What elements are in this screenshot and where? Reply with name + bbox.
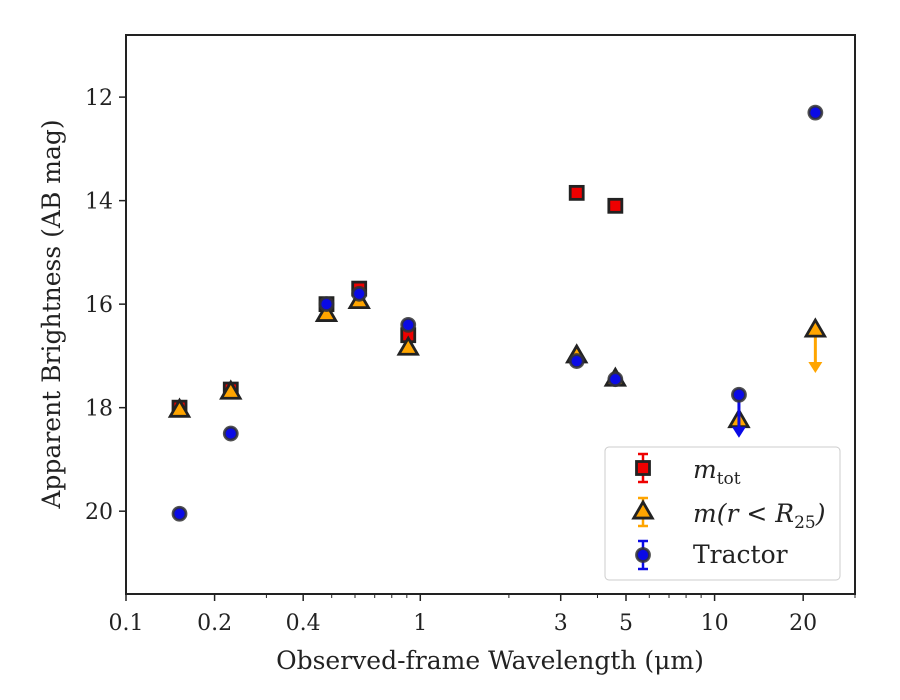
series-tractor: [171, 104, 824, 522]
x-tick-label-6: 10: [701, 611, 729, 636]
legend-mr25-marker: [631, 499, 655, 520]
legend-entry-mr25: m(r < R25): [693, 499, 825, 533]
legend-mtot-marker: [635, 460, 651, 476]
mr25-point-8: [803, 317, 828, 338]
x-tick-label-0: 0.1: [109, 611, 144, 636]
tractor-point-3: [351, 285, 368, 302]
y-axis-ticks: 12 14 16 18 20: [85, 86, 126, 525]
tractor-point-2: [318, 296, 335, 313]
series-mtot: [171, 184, 624, 416]
legend-entry-mtot: mtot: [693, 455, 741, 489]
tractor-point-1: [222, 425, 239, 442]
x-tick-label-1: 0.2: [197, 611, 232, 636]
legend-mtot-sub: tot: [717, 469, 741, 489]
mtot-point-6: [607, 197, 624, 214]
legend-mr25-sub: 25: [794, 513, 816, 533]
y-tick-label-1: 14: [85, 190, 113, 215]
y-tick-label-4: 20: [85, 500, 113, 525]
x-tick-label-2: 0.4: [286, 611, 321, 636]
tractor-point-5: [568, 353, 585, 369]
legend-mtot-label: m: [693, 455, 717, 484]
x-tick-label-5: 5: [619, 611, 633, 636]
mr25-limit-arrow-8-head: [808, 362, 823, 374]
x-tick-label-7: 20: [789, 611, 817, 636]
legend-mr25-suffix: ): [815, 499, 826, 528]
mr25-point-0: [167, 397, 192, 418]
y-tick-label-0: 12: [85, 86, 113, 111]
mr25-point-2: [314, 301, 339, 322]
x-tick-label-4: 3: [554, 611, 568, 636]
x-tick-label-3: 1: [413, 611, 427, 636]
mr25-point-4: [396, 335, 420, 356]
mtot-point-5: [568, 184, 585, 201]
legend-tractor-marker: [635, 547, 651, 563]
y-axis-label: Apparent Brightness (AB mag): [37, 119, 66, 509]
plot-frame: [125, 34, 856, 595]
series-mr25: [167, 288, 828, 437]
legend: mtot m(r < R25) Tractor: [604, 446, 841, 581]
tractor-point-8: [807, 104, 824, 121]
legend-box: [604, 446, 841, 581]
x-axis-label: Observed-frame Wavelength (μm): [276, 646, 704, 675]
legend-markers: [631, 452, 655, 571]
mr25-point-1: [219, 379, 243, 400]
legend-mr25-label: m(r < R: [693, 499, 794, 528]
tractor-limit-arrow-7-head: [731, 426, 746, 438]
tractor-point-6: [607, 371, 624, 388]
tractor-point-0: [171, 505, 188, 522]
legend-entry-tractor: Tractor: [693, 540, 788, 569]
data-marks: [167, 104, 828, 522]
y-tick-label-2: 16: [85, 293, 113, 318]
tractor-point-4: [400, 316, 417, 333]
tractor-point-7: [731, 386, 747, 403]
y-tick-label-3: 18: [85, 397, 113, 422]
x-axis-ticks: 0.1 0.2 0.4 1 3 5 10 20: [109, 594, 856, 636]
